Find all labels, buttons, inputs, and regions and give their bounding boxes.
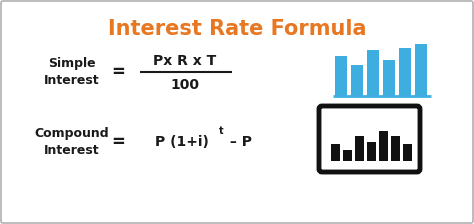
Bar: [367, 142, 376, 161]
Bar: [399, 48, 411, 96]
Text: t: t: [219, 126, 224, 136]
Bar: [331, 144, 340, 161]
Bar: [403, 144, 412, 161]
Bar: [367, 50, 379, 96]
Bar: [343, 150, 352, 161]
Bar: [335, 56, 347, 96]
Text: Interest Rate Formula: Interest Rate Formula: [108, 19, 366, 39]
Text: Px R x T: Px R x T: [154, 54, 217, 68]
Bar: [415, 44, 427, 96]
Bar: [391, 136, 400, 161]
FancyBboxPatch shape: [319, 106, 420, 172]
Text: 100: 100: [171, 78, 200, 92]
Text: Simple
Interest: Simple Interest: [44, 57, 100, 87]
Text: Compound
Interest: Compound Interest: [35, 127, 109, 157]
Bar: [355, 136, 364, 161]
Text: – P: – P: [225, 135, 252, 149]
Text: =: =: [111, 63, 125, 81]
Text: P (1+i): P (1+i): [155, 135, 209, 149]
Bar: [383, 60, 395, 96]
Bar: [379, 131, 388, 161]
Bar: [351, 65, 363, 96]
Text: =: =: [111, 133, 125, 151]
